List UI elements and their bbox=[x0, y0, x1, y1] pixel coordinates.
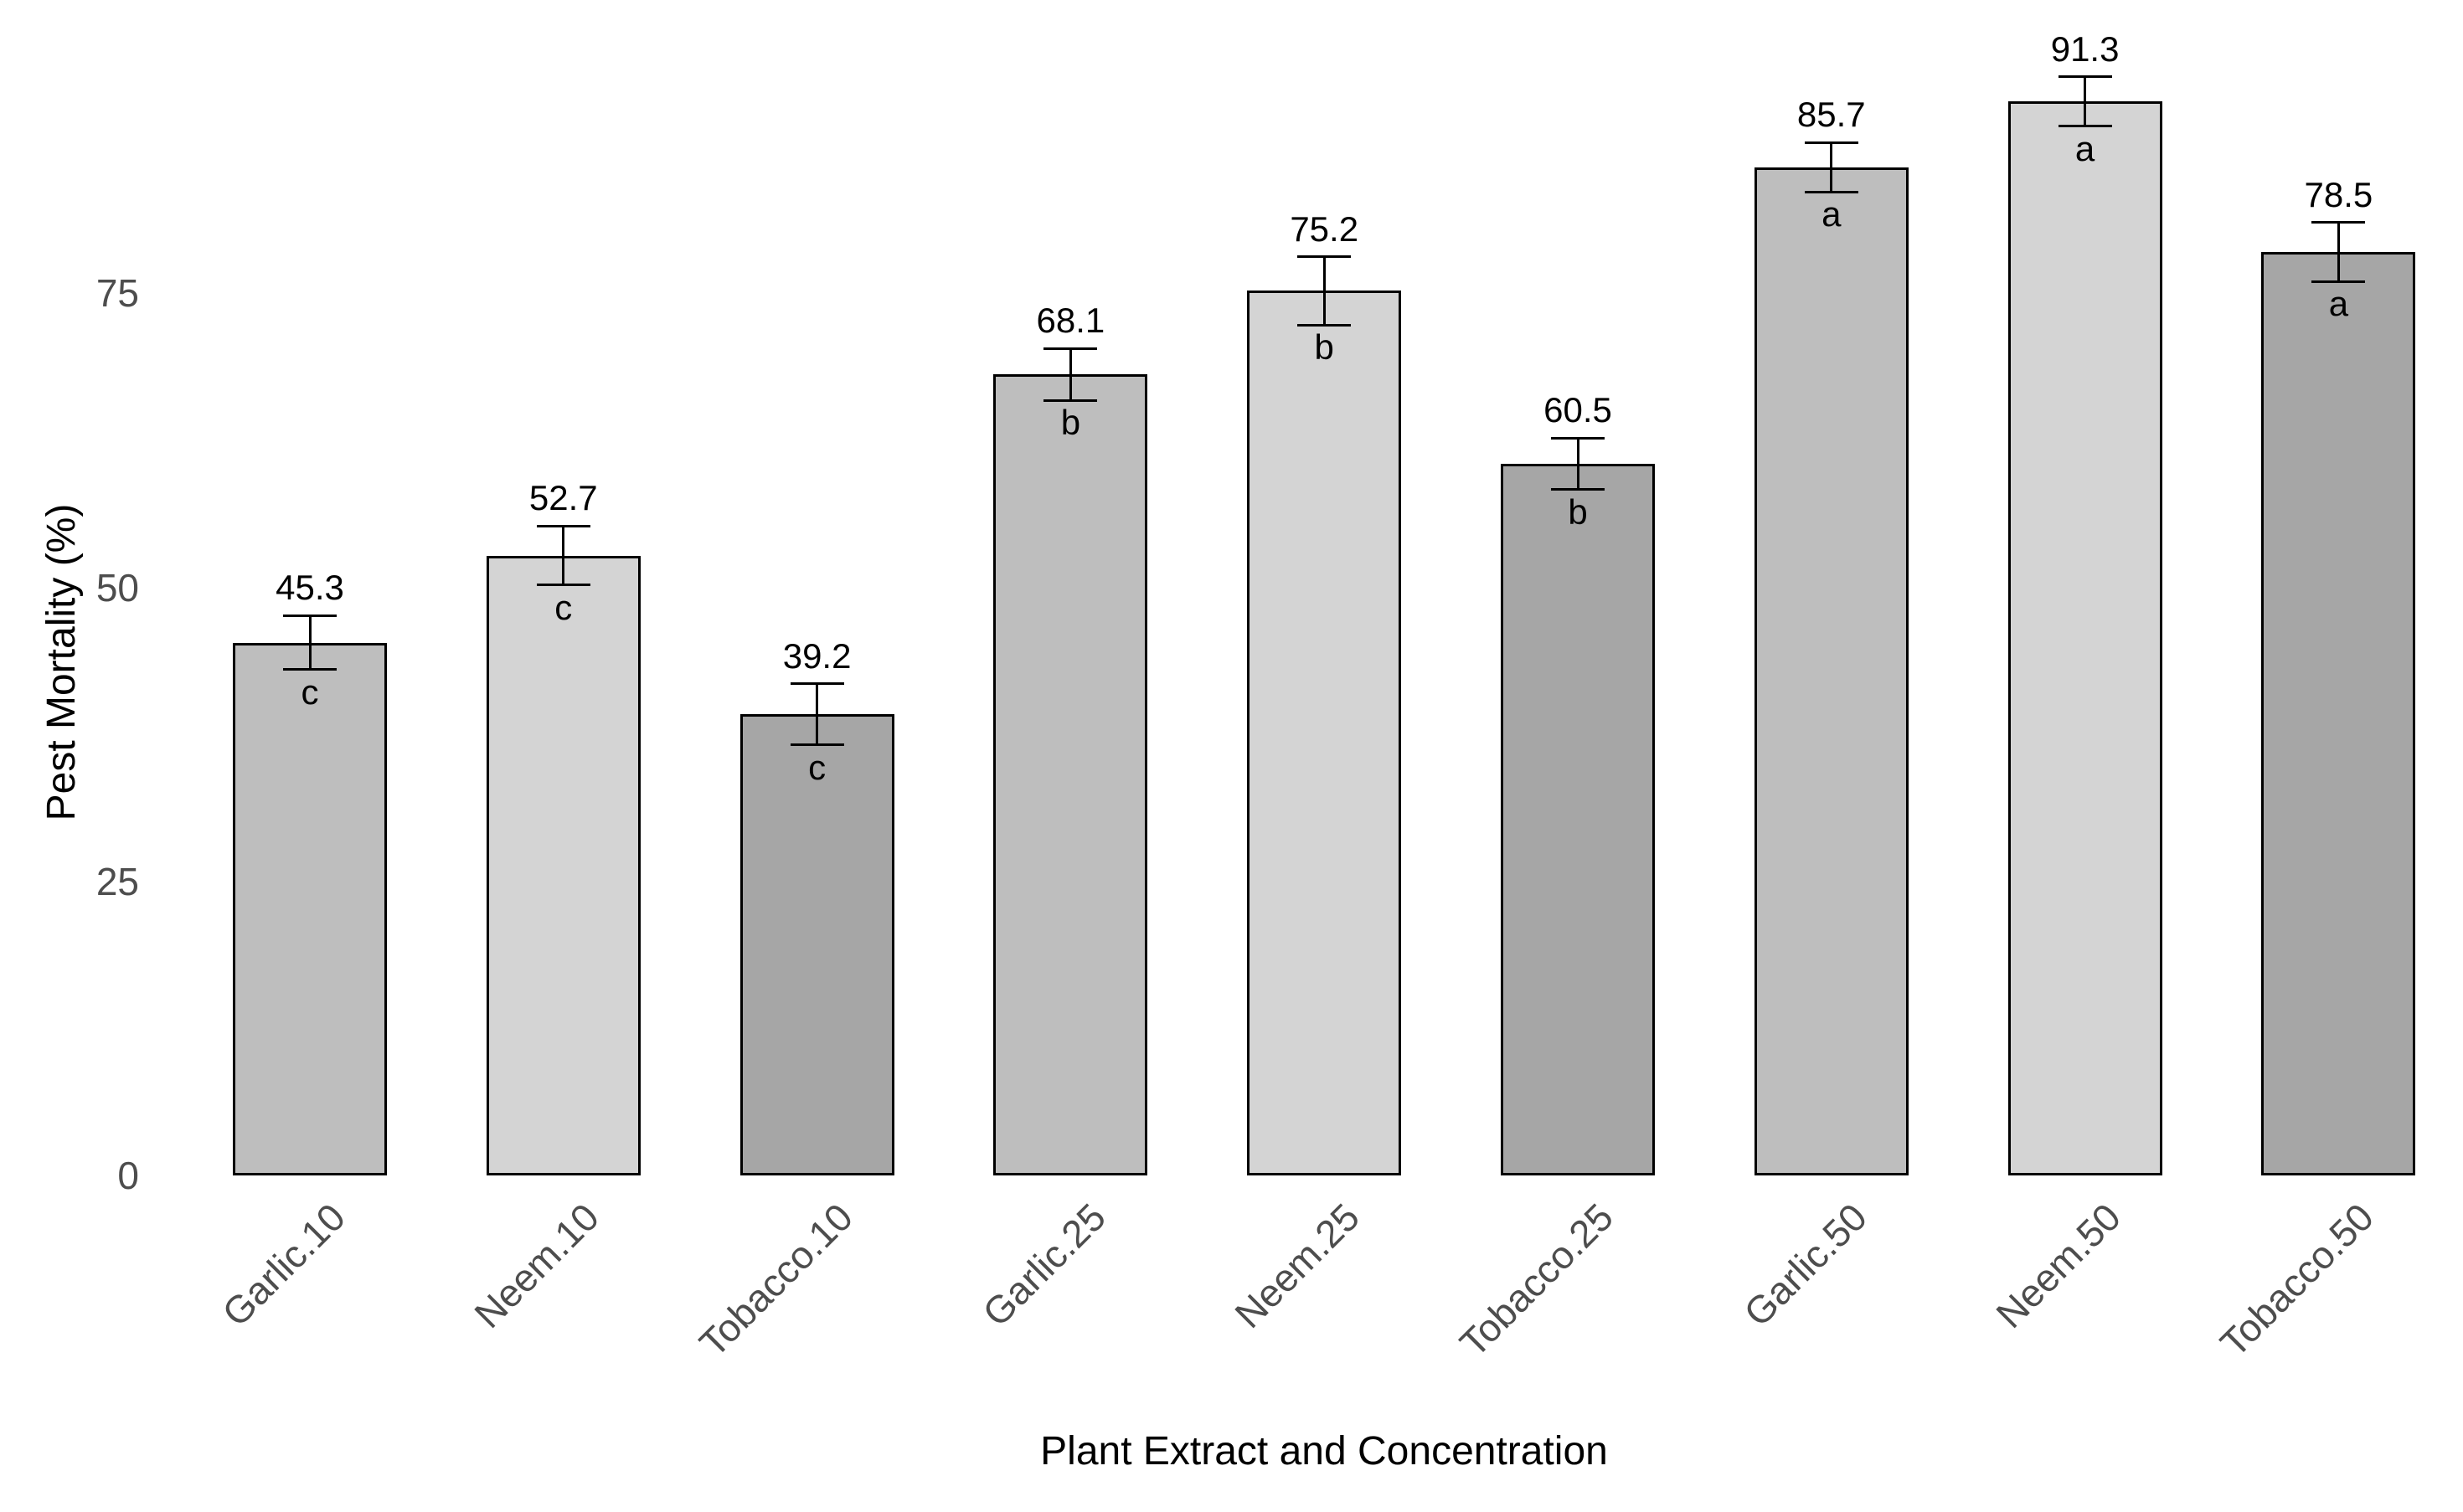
significance-letter: a bbox=[2328, 284, 2349, 324]
error-bar-line bbox=[816, 683, 819, 745]
significance-letter: b bbox=[1314, 327, 1334, 368]
bar-value-label: 85.7 bbox=[1796, 95, 1866, 135]
significance-letter: b bbox=[1568, 491, 1588, 532]
error-bar-line bbox=[1576, 438, 1579, 490]
error-bar-upper-cap bbox=[2311, 221, 2366, 224]
bar bbox=[993, 374, 1148, 1175]
error-bar-lower-cap bbox=[536, 584, 590, 587]
bar-value-label: 75.2 bbox=[1290, 208, 1359, 249]
error-bar-upper-cap bbox=[1043, 347, 1098, 350]
bar bbox=[1754, 167, 1909, 1175]
y-tick-label: 0 bbox=[117, 1154, 139, 1197]
x-tick-label: Neem.25 bbox=[1226, 1195, 1368, 1337]
significance-letter: c bbox=[808, 747, 827, 787]
bar-value-label: 52.7 bbox=[528, 478, 598, 518]
error-bar-upper-cap bbox=[1297, 255, 1352, 259]
error-bar-line bbox=[1322, 256, 1326, 326]
bar-value-label: 45.3 bbox=[276, 568, 344, 608]
bar bbox=[1247, 291, 1402, 1175]
error-bar-upper-cap bbox=[536, 524, 590, 527]
bar bbox=[486, 555, 641, 1175]
significance-letter: a bbox=[2074, 128, 2095, 168]
x-tick-label: Garlic.10 bbox=[214, 1195, 354, 1335]
bar bbox=[233, 642, 387, 1175]
significance-letter: b bbox=[1060, 403, 1081, 443]
error-bar-lower-cap bbox=[1297, 323, 1352, 327]
bar bbox=[739, 714, 894, 1175]
x-axis-title: Plant Extract and Concentration bbox=[1040, 1429, 1608, 1473]
bar-value-label: 39.2 bbox=[782, 635, 852, 676]
x-tick-label: Tobacco.50 bbox=[2212, 1195, 2383, 1365]
error-bar-upper-cap bbox=[1551, 436, 1605, 440]
bar bbox=[1501, 463, 1655, 1175]
significance-letter: c bbox=[301, 671, 319, 712]
error-bar-upper-cap bbox=[1804, 141, 1858, 144]
bar-value-label: 68.1 bbox=[1036, 301, 1105, 341]
error-bar-line bbox=[1069, 348, 1072, 401]
bar-value-label: 91.3 bbox=[2050, 28, 2120, 69]
error-bar-lower-cap bbox=[1043, 399, 1098, 402]
error-bar-line bbox=[562, 526, 565, 585]
error-bar-lower-cap bbox=[2311, 280, 2366, 283]
x-tick-label: Tobacco.25 bbox=[1450, 1195, 1622, 1365]
error-bar-line bbox=[1830, 142, 1833, 193]
error-bar-lower-cap bbox=[790, 743, 844, 747]
error-bar-lower-cap bbox=[1551, 488, 1605, 491]
bar bbox=[2007, 101, 2162, 1175]
significance-letter: a bbox=[1821, 194, 1842, 234]
error-bar-upper-cap bbox=[283, 614, 337, 617]
error-bar-lower-cap bbox=[1804, 190, 1858, 193]
error-bar-upper-cap bbox=[2058, 75, 2112, 79]
x-tick-label: Neem.50 bbox=[1986, 1195, 2129, 1337]
y-tick-label: 25 bbox=[95, 859, 139, 903]
x-tick-label: Garlic.25 bbox=[974, 1195, 1115, 1335]
error-bar-lower-cap bbox=[283, 668, 337, 671]
error-bar-line bbox=[308, 615, 312, 670]
error-bar-lower-cap bbox=[2058, 125, 2112, 128]
error-bar-line bbox=[2337, 222, 2340, 282]
significance-letter: c bbox=[554, 587, 573, 627]
x-tick-label: Garlic.50 bbox=[1734, 1195, 1875, 1335]
error-bar-upper-cap bbox=[790, 682, 844, 686]
bar-value-label: 78.5 bbox=[2304, 174, 2373, 214]
y-tick-label: 50 bbox=[95, 565, 139, 609]
x-tick-label: Neem.10 bbox=[466, 1195, 607, 1337]
x-tick-label: Tobacco.10 bbox=[690, 1195, 861, 1365]
error-bar-line bbox=[2084, 76, 2087, 126]
bar-value-label: 60.5 bbox=[1543, 390, 1612, 430]
y-tick-label: 75 bbox=[95, 271, 139, 316]
